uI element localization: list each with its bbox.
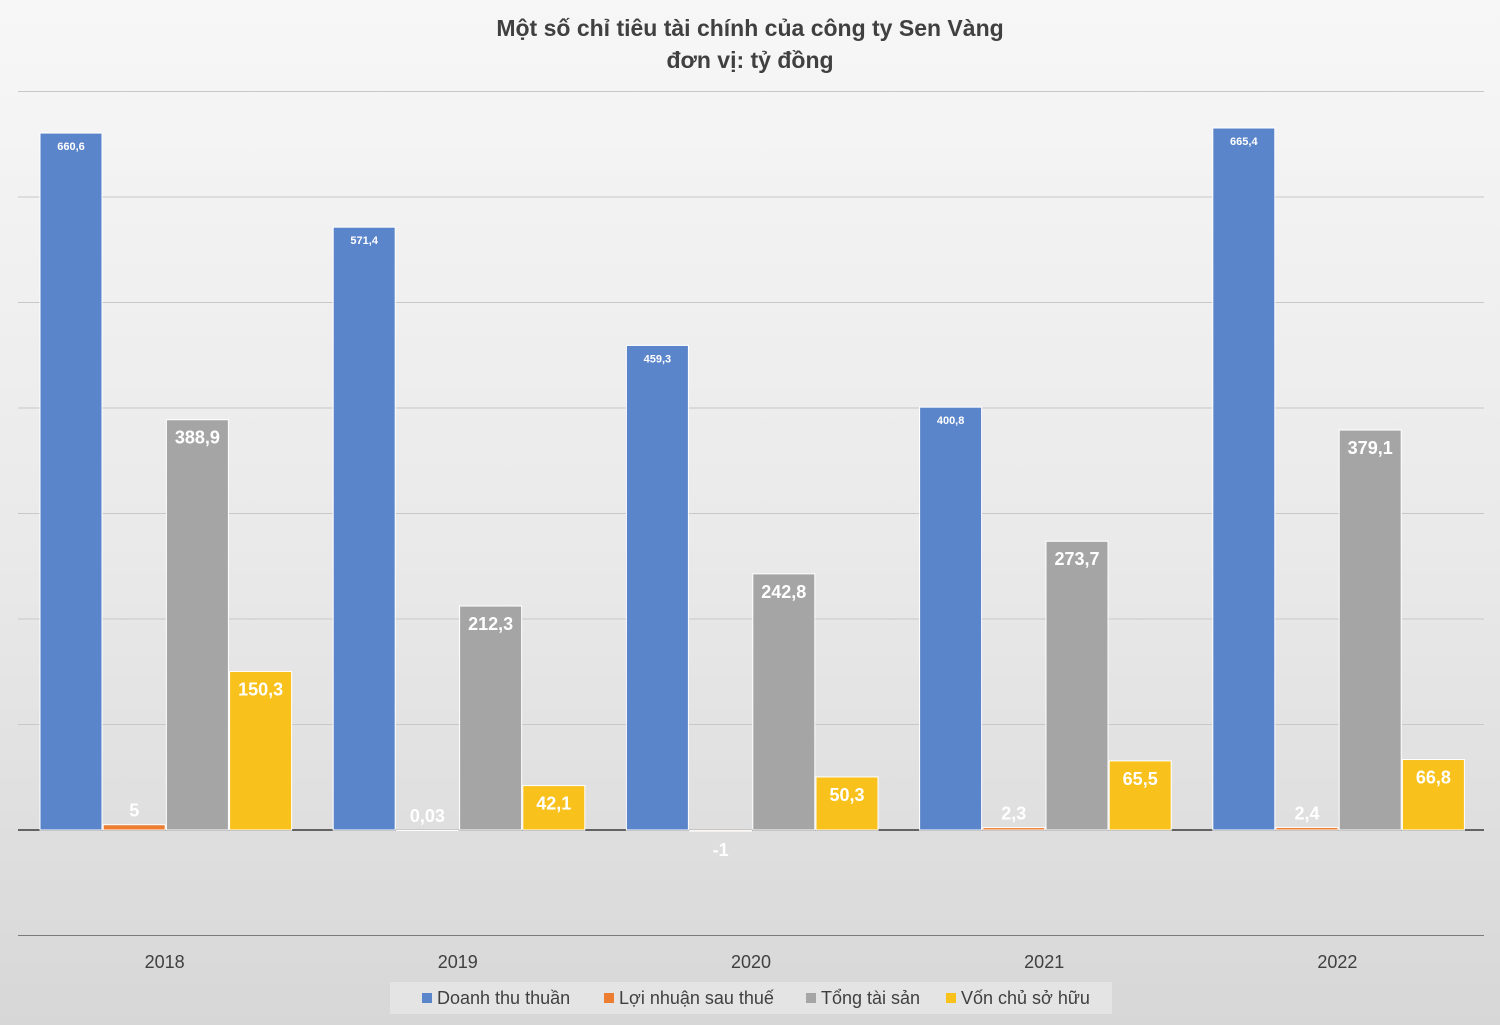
bar-tổng-tài-sản-2020 bbox=[752, 573, 816, 831]
legend-label: Doanh thu thuần bbox=[437, 988, 570, 1008]
data-label: 459,3 bbox=[644, 353, 672, 365]
bar-tổng-tài-sản-2019 bbox=[459, 605, 523, 831]
bar-vốn-chủ-sở-hữu-2020 bbox=[815, 776, 879, 831]
bar-lợi-nhuận-sau-thuế-2022 bbox=[1275, 826, 1339, 831]
data-label: 660,6 bbox=[57, 141, 85, 153]
data-label: 571,4 bbox=[350, 235, 378, 247]
bar-vốn-chủ-sở-hữu-2022 bbox=[1401, 759, 1465, 831]
x-tick-label: 2022 bbox=[1317, 952, 1357, 972]
bar-tổng-tài-sản-2021 bbox=[1045, 540, 1109, 831]
bar-tổng-tài-sản-2022 bbox=[1338, 429, 1402, 831]
legend-swatch bbox=[946, 993, 956, 1003]
bar-doanh-thu-thuần-2020 bbox=[625, 344, 689, 831]
legend: Doanh thu thuần Lợi nhuận sau thuế Tổng tà… bbox=[390, 982, 1112, 1014]
data-label: 379,1 bbox=[1348, 438, 1393, 458]
data-label: 665,4 bbox=[1230, 136, 1258, 148]
bar-lợi-nhuận-sau-thuế-2020 bbox=[689, 829, 753, 832]
bar-doanh-thu-thuần-2019 bbox=[332, 226, 396, 831]
bar-lợi-nhuận-sau-thuế-2021 bbox=[982, 827, 1046, 831]
data-label: 42,1 bbox=[536, 794, 571, 814]
data-label: 212,3 bbox=[468, 614, 513, 634]
data-label: 50,3 bbox=[829, 785, 864, 805]
bar-vốn-chủ-sở-hữu-2019 bbox=[522, 785, 586, 831]
x-tick-label: 2018 bbox=[145, 952, 185, 972]
chart-title: Một số chỉ tiêu tài chính của công ty Se… bbox=[496, 15, 1003, 41]
data-label: -1 bbox=[713, 840, 729, 860]
data-label: 273,7 bbox=[1054, 549, 1099, 569]
bar-doanh-thu-thuần-2022 bbox=[1212, 127, 1276, 831]
data-label: 400,8 bbox=[937, 415, 965, 427]
x-tick-label: 2020 bbox=[731, 952, 771, 972]
data-label: 5 bbox=[129, 801, 139, 821]
data-label: 150,3 bbox=[238, 679, 283, 699]
bar-tổng-tài-sản-2018 bbox=[165, 419, 229, 831]
bars bbox=[39, 127, 1465, 832]
chart-subtitle: đơn vị: tỷ đồng bbox=[666, 47, 833, 73]
data-label: 0,03 bbox=[410, 806, 445, 826]
legend-swatch bbox=[422, 993, 432, 1003]
data-label: 388,9 bbox=[175, 428, 220, 448]
bar-vốn-chủ-sở-hữu-2021 bbox=[1108, 760, 1172, 831]
data-label: 2,3 bbox=[1001, 804, 1026, 824]
bar-doanh-thu-thuần-2018 bbox=[39, 132, 103, 831]
data-label: 65,5 bbox=[1123, 769, 1158, 789]
legend-swatch bbox=[806, 993, 816, 1003]
data-labels: 660,6 5 388,9 150,3 571,4 0,03 212,3 42,1 459,3 -… bbox=[57, 136, 1451, 860]
legend-label: Tổng tài sản bbox=[821, 988, 920, 1008]
x-tick-label: 2019 bbox=[438, 952, 478, 972]
legend-swatch bbox=[604, 993, 614, 1003]
data-label: 66,8 bbox=[1416, 768, 1451, 788]
data-label: 2,4 bbox=[1294, 803, 1319, 823]
bar-lợi-nhuận-sau-thuế-2018 bbox=[102, 824, 166, 831]
bar-lợi-nhuận-sau-thuế-2019 bbox=[395, 829, 459, 831]
bar-vốn-chủ-sở-hữu-2018 bbox=[229, 670, 293, 831]
x-axis: 2018 2019 2020 2021 2022 bbox=[145, 952, 1358, 972]
legend-label: Lợi nhuận sau thuế bbox=[619, 988, 774, 1008]
x-tick-label: 2021 bbox=[1024, 952, 1064, 972]
bar-doanh-thu-thuần-2021 bbox=[919, 406, 983, 831]
data-label: 242,8 bbox=[761, 582, 806, 602]
legend-label: Vốn chủ sở hữu bbox=[961, 988, 1090, 1008]
legend-box bbox=[390, 982, 1112, 1014]
